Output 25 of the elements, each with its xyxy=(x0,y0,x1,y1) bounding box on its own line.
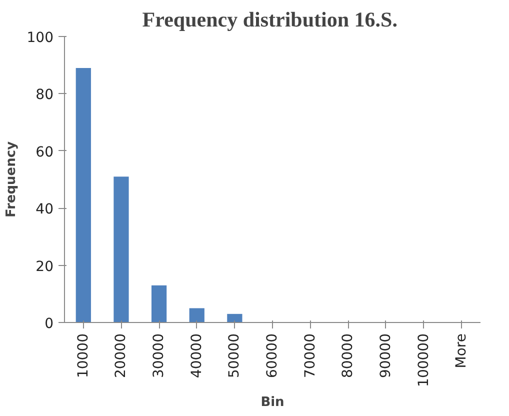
y-tick-label: 0 xyxy=(44,316,54,332)
bar xyxy=(151,285,167,322)
bar xyxy=(114,176,129,322)
y-tick-label: 100 xyxy=(26,30,54,46)
bar xyxy=(227,314,242,322)
x-tick-label: More xyxy=(454,333,470,368)
y-axis-title: Frequency xyxy=(4,140,19,218)
x-tick-label: 30000 xyxy=(151,333,168,378)
y-tick-label: 20 xyxy=(36,258,54,275)
y-tick-label: 80 xyxy=(36,87,54,104)
x-tick-label: 90000 xyxy=(378,333,394,378)
chart-title: Frequency distribution 16.S. xyxy=(142,8,398,32)
x-tick-label: 20000 xyxy=(113,333,130,378)
y-tick-label: 60 xyxy=(36,144,54,160)
x-tick-label: 80000 xyxy=(340,333,356,378)
x-tick-label: 60000 xyxy=(264,333,280,378)
x-tick-label: 50000 xyxy=(226,333,243,378)
x-tick-label: 40000 xyxy=(188,333,205,378)
bar xyxy=(76,68,91,322)
x-axis-title: Bin xyxy=(260,394,284,410)
bar xyxy=(189,308,204,322)
x-tick-label: 100000 xyxy=(416,333,432,387)
x-tick-label: 10000 xyxy=(75,333,92,378)
y-tick-label: 40 xyxy=(36,202,54,218)
x-tick-label: 70000 xyxy=(302,333,318,378)
